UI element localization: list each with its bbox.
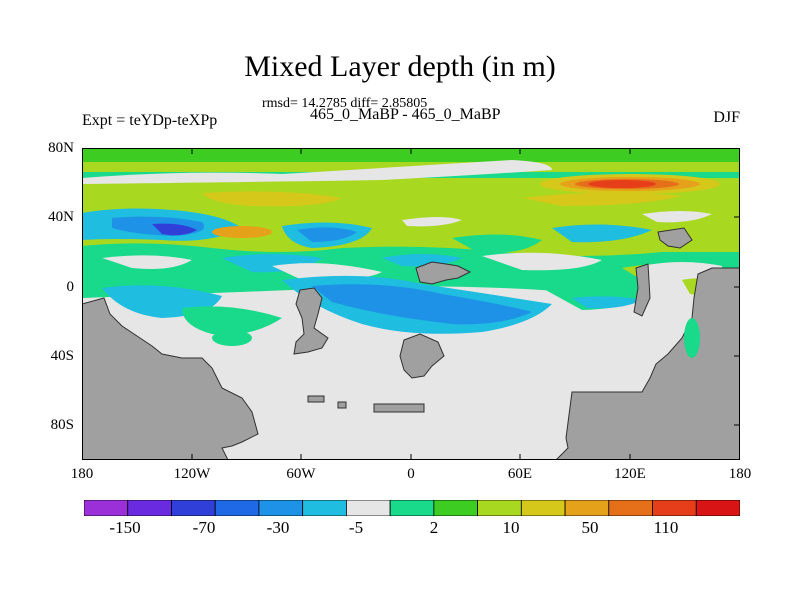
land-island	[373, 403, 425, 413]
land-africa	[399, 333, 445, 379]
colorbar-label: -30	[266, 518, 290, 537]
lat-label: 40S	[50, 348, 74, 364]
field-patch	[402, 217, 462, 227]
lon-label: 120E	[614, 466, 646, 482]
land-island	[307, 395, 325, 403]
field-patch	[102, 255, 192, 269]
field-patch	[297, 227, 357, 242]
colorbar-box	[520, 500, 566, 516]
field-patch	[642, 211, 712, 223]
lon-label: 180	[728, 466, 752, 482]
field-patch	[522, 192, 682, 206]
colorbar-box	[389, 500, 435, 516]
land-south-america	[82, 297, 259, 460]
lat-label: 80N	[48, 140, 74, 156]
lon-label: 0	[407, 466, 415, 482]
colorbar-box	[127, 500, 172, 516]
land-se-asia	[657, 227, 693, 249]
colorbar-box	[564, 500, 610, 516]
field-patch	[212, 226, 272, 238]
colorbar-box	[302, 500, 347, 516]
colorbar-label: 10	[502, 518, 520, 537]
field-patch	[684, 318, 700, 358]
colorbar-box	[214, 500, 260, 516]
field-band	[82, 148, 740, 162]
colorbar	[84, 500, 740, 516]
field-patch	[572, 296, 642, 309]
land-island	[633, 263, 651, 317]
field-patch	[452, 234, 542, 253]
colorbar-label: -5	[348, 518, 364, 537]
colorbar-box	[695, 500, 740, 516]
land-island	[337, 401, 347, 409]
map-title: Mixed Layer depth (in m)	[244, 50, 556, 83]
lon-label: 60E	[507, 466, 533, 482]
experiments-subtitle: 465_0_MaBP - 465_0_MaBP	[310, 106, 501, 123]
field-patch	[82, 160, 552, 184]
lon-label: 120W	[173, 466, 211, 482]
colorbar-box	[608, 500, 653, 516]
colorbar-box	[433, 500, 478, 516]
lat-label: 80S	[50, 417, 74, 433]
colorbar-box	[84, 500, 129, 516]
field-patch	[312, 284, 532, 325]
field-patch	[588, 180, 656, 188]
lat-label: 0	[66, 279, 75, 295]
land-arabia	[415, 261, 472, 285]
experiment-label: Expt = teYDp-teXPp	[82, 112, 218, 129]
colorbar-box	[652, 500, 697, 516]
colorbar-box	[258, 500, 304, 516]
colorbar-label: -70	[192, 518, 216, 537]
field-patch	[552, 224, 652, 243]
season-label: DJF	[713, 109, 740, 126]
colorbar-box	[171, 500, 216, 516]
field-patch	[212, 330, 252, 346]
colorbar-label: -150	[109, 518, 141, 537]
colorbar-box	[477, 500, 522, 516]
field-patch	[482, 252, 602, 271]
mixed-layer-map	[82, 148, 740, 460]
colorbar-label: 110	[653, 518, 679, 537]
colorbar-label: 2	[429, 518, 439, 537]
lon-label: 180	[70, 466, 94, 482]
land-pacific-east	[555, 267, 740, 460]
land-central-america	[293, 287, 329, 355]
colorbar-label: 50	[581, 518, 599, 537]
stats-subtitle: rmsd= 14.2785 diff= 2.85805	[262, 96, 428, 111]
lat-label: 40N	[48, 209, 74, 225]
colorbar-box	[345, 500, 391, 516]
field-patch	[202, 191, 342, 207]
field-patch	[152, 223, 197, 236]
field-patch	[182, 306, 282, 335]
lon-label: 60W	[286, 466, 316, 482]
